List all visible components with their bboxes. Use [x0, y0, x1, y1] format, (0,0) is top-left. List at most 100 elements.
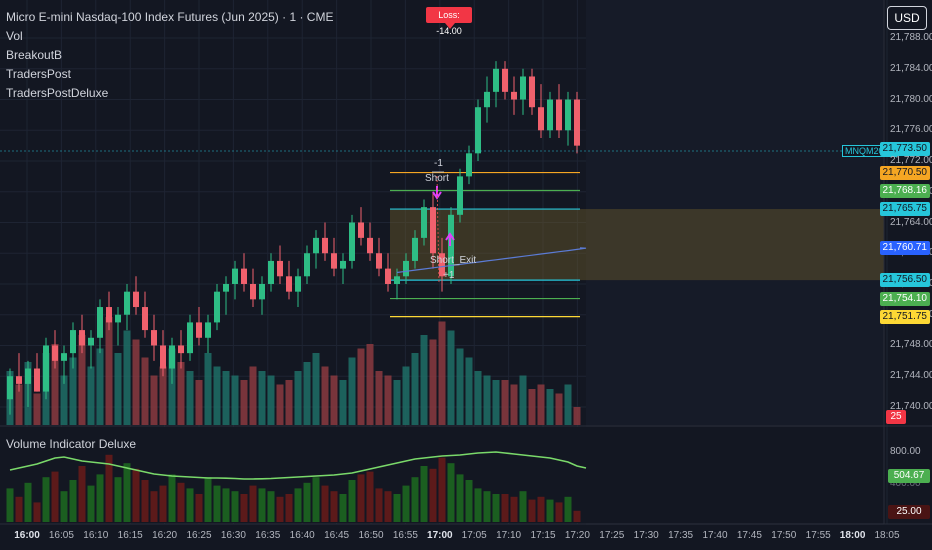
indicator-bar	[528, 499, 536, 522]
candle-body	[538, 107, 544, 131]
volume-count-label: 25	[886, 410, 906, 424]
price-tick-label: 21,744.00	[890, 370, 932, 382]
level-lines	[390, 171, 580, 318]
indicator-bar	[348, 480, 356, 522]
currency-button[interactable]: USD	[887, 6, 927, 30]
volume-bar	[402, 366, 410, 425]
volume-bar	[339, 380, 347, 425]
indicator-bar	[438, 457, 446, 522]
indicator-bar	[321, 485, 329, 522]
price-level-label: 21,756.50	[879, 273, 930, 288]
volume-bar	[474, 371, 482, 425]
short-arrow-icon	[432, 186, 442, 200]
indicator-vol[interactable]: Vol	[6, 29, 23, 43]
indicator-bar	[258, 488, 266, 522]
trade-markers	[432, 171, 455, 285]
volume-bar	[429, 339, 437, 425]
indicator-vol-label: 25.00	[888, 505, 930, 519]
volume-bar	[33, 393, 41, 425]
candle-body	[295, 276, 301, 292]
indicator-traderspostdeluxe[interactable]: TradersPostDeluxe	[6, 86, 109, 100]
candle-body	[133, 291, 139, 308]
candle-body	[223, 283, 229, 292]
indicator-bar	[51, 471, 59, 522]
candle-body	[268, 260, 274, 284]
volume-bar	[150, 375, 158, 425]
candle-body	[421, 207, 427, 238]
indicator-bar	[33, 502, 41, 522]
time-tick-label: 17:45	[736, 530, 762, 541]
volume-bar	[15, 384, 23, 425]
time-tick-label: 16:00	[14, 530, 40, 541]
candle-body	[70, 330, 76, 354]
indicator-bar	[6, 488, 14, 522]
volume-bar	[438, 321, 446, 425]
volume-bar	[510, 384, 518, 425]
price-level-label: 21,768.16	[879, 183, 930, 198]
indicator-bar	[573, 510, 581, 522]
indicator-bar	[330, 491, 338, 522]
indicator-bar	[564, 496, 572, 522]
candle-body	[493, 68, 499, 92]
symbol-title[interactable]: Micro E-mini Nasdaq-100 Index Futures (J…	[6, 10, 334, 24]
candle-body	[385, 268, 391, 284]
indicator-bar	[456, 474, 464, 522]
time-tick-label: 17:10	[496, 530, 522, 541]
indicator-breakoutb[interactable]: BreakoutB	[6, 48, 63, 62]
indicator-bar	[114, 477, 122, 522]
time-tick-label: 16:45	[324, 530, 350, 541]
indicator-bar	[474, 488, 482, 522]
volume-bar	[249, 366, 257, 425]
time-tick-label: 17:15	[530, 530, 556, 541]
candle-body	[61, 353, 67, 361]
price-level-label: 21,751.75	[879, 309, 930, 324]
candle-body	[322, 237, 328, 254]
candle-body	[259, 283, 265, 300]
volume-bar	[294, 371, 302, 425]
candle-body	[88, 337, 94, 346]
indicator-bar	[501, 494, 509, 522]
candle-body	[250, 283, 256, 300]
time-tick-label: 17:25	[599, 530, 625, 541]
time-tick-label: 18:00	[839, 530, 866, 541]
indicator-bar	[546, 499, 554, 522]
time-tick-label: 17:55	[805, 530, 831, 541]
candle-body	[25, 368, 31, 384]
indicator-bar	[213, 485, 221, 522]
indicator-traderspost[interactable]: TradersPost	[6, 67, 71, 81]
candle-body	[484, 91, 490, 108]
volume-bar	[411, 353, 419, 425]
volume-bar	[123, 330, 131, 425]
candle-body	[241, 268, 247, 284]
candle-body	[574, 99, 580, 146]
indicator-bar	[375, 488, 383, 522]
volume-bar	[384, 375, 392, 425]
volume-bar	[393, 380, 401, 425]
time-tick-label: 17:35	[668, 530, 694, 541]
candle-body	[520, 76, 526, 100]
time-tick-label: 17:05	[461, 530, 487, 541]
candle-body	[52, 345, 58, 361]
volume-bar	[285, 380, 293, 425]
indicator-bar	[411, 477, 419, 522]
time-tick-label: 17:50	[771, 530, 797, 541]
indicator-bar	[465, 480, 473, 522]
indicator-title[interactable]: Volume Indicator Deluxe	[6, 437, 137, 451]
volume-bar	[195, 380, 203, 425]
volume-bar	[141, 357, 149, 425]
price-tick-label: 21,772.00	[890, 155, 932, 167]
price-tick-label: 21,788.00	[890, 32, 932, 44]
volume-bar	[276, 384, 284, 425]
indicator-bar	[384, 491, 392, 522]
time-tick-label: 16:50	[358, 530, 384, 541]
price-tick-label: 21,784.00	[890, 62, 932, 74]
short-qty: -1	[434, 158, 443, 169]
short-exit-label: Short_Exit	[430, 255, 477, 266]
indicator-bar	[204, 477, 212, 522]
indicator-bar	[510, 496, 518, 522]
breakout-zone	[390, 209, 884, 281]
candle-body	[556, 99, 562, 131]
indicator-bar	[555, 502, 563, 522]
candle-body	[412, 237, 418, 261]
